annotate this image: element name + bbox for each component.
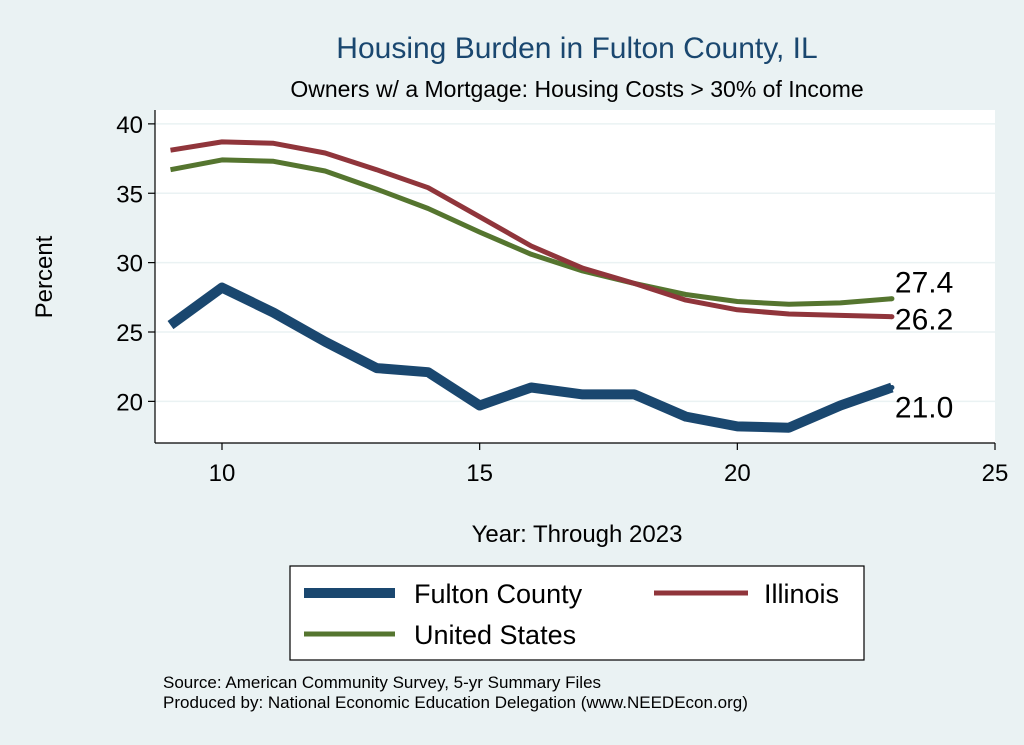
y-ticks: 20 25 30 35 40 bbox=[116, 112, 155, 416]
y-tick-label-35: 35 bbox=[116, 181, 143, 208]
x-tick-label-25: 25 bbox=[982, 460, 1009, 487]
end-labels: 21.0 26.2 27.4 bbox=[889, 267, 953, 425]
x-tick-label-20: 20 bbox=[724, 460, 751, 487]
series-line-united-states bbox=[170, 157, 893, 307]
x-tick-label-10: 10 bbox=[209, 460, 236, 487]
y-tick-label-20: 20 bbox=[116, 389, 143, 416]
legend-box bbox=[289, 565, 865, 661]
x-axis-label: Year: Through 2023 bbox=[472, 521, 683, 548]
y-axis-label: Percent bbox=[31, 235, 58, 318]
legend-label-united-states: United States bbox=[414, 620, 576, 650]
series-layer bbox=[167, 139, 894, 433]
legend-label-illinois: Illinois bbox=[764, 579, 839, 609]
legend-label-fulton-county: Fulton County bbox=[414, 579, 583, 609]
end-label-united-states: 27.4 bbox=[895, 267, 953, 300]
end-point-illinois bbox=[889, 314, 895, 320]
end-label-fulton-county: 21.0 bbox=[895, 392, 953, 425]
source-note: Source: American Community Survey, 5-yr … bbox=[163, 673, 601, 692]
producer-note: Produced by: National Economic Education… bbox=[163, 693, 748, 712]
end-label-illinois: 26.2 bbox=[895, 304, 953, 337]
end-point-united-states bbox=[889, 296, 895, 302]
y-tick-label-30: 30 bbox=[116, 251, 143, 278]
series-line-fulton-county bbox=[167, 282, 894, 433]
y-tick-label-40: 40 bbox=[116, 112, 143, 139]
x-ticks: 10 15 20 25 bbox=[209, 443, 1009, 487]
chart-subtitle: Owners w/ a Mortgage: Housing Costs > 30… bbox=[290, 76, 863, 102]
x-tick-label-15: 15 bbox=[466, 460, 493, 487]
series-line-illinois bbox=[170, 139, 892, 320]
legend: Fulton County Illinois United States bbox=[289, 565, 865, 661]
end-point-fulton-county bbox=[889, 385, 895, 390]
chart-title: Housing Burden in Fulton County, IL bbox=[336, 32, 817, 65]
y-tick-label-25: 25 bbox=[116, 320, 143, 347]
